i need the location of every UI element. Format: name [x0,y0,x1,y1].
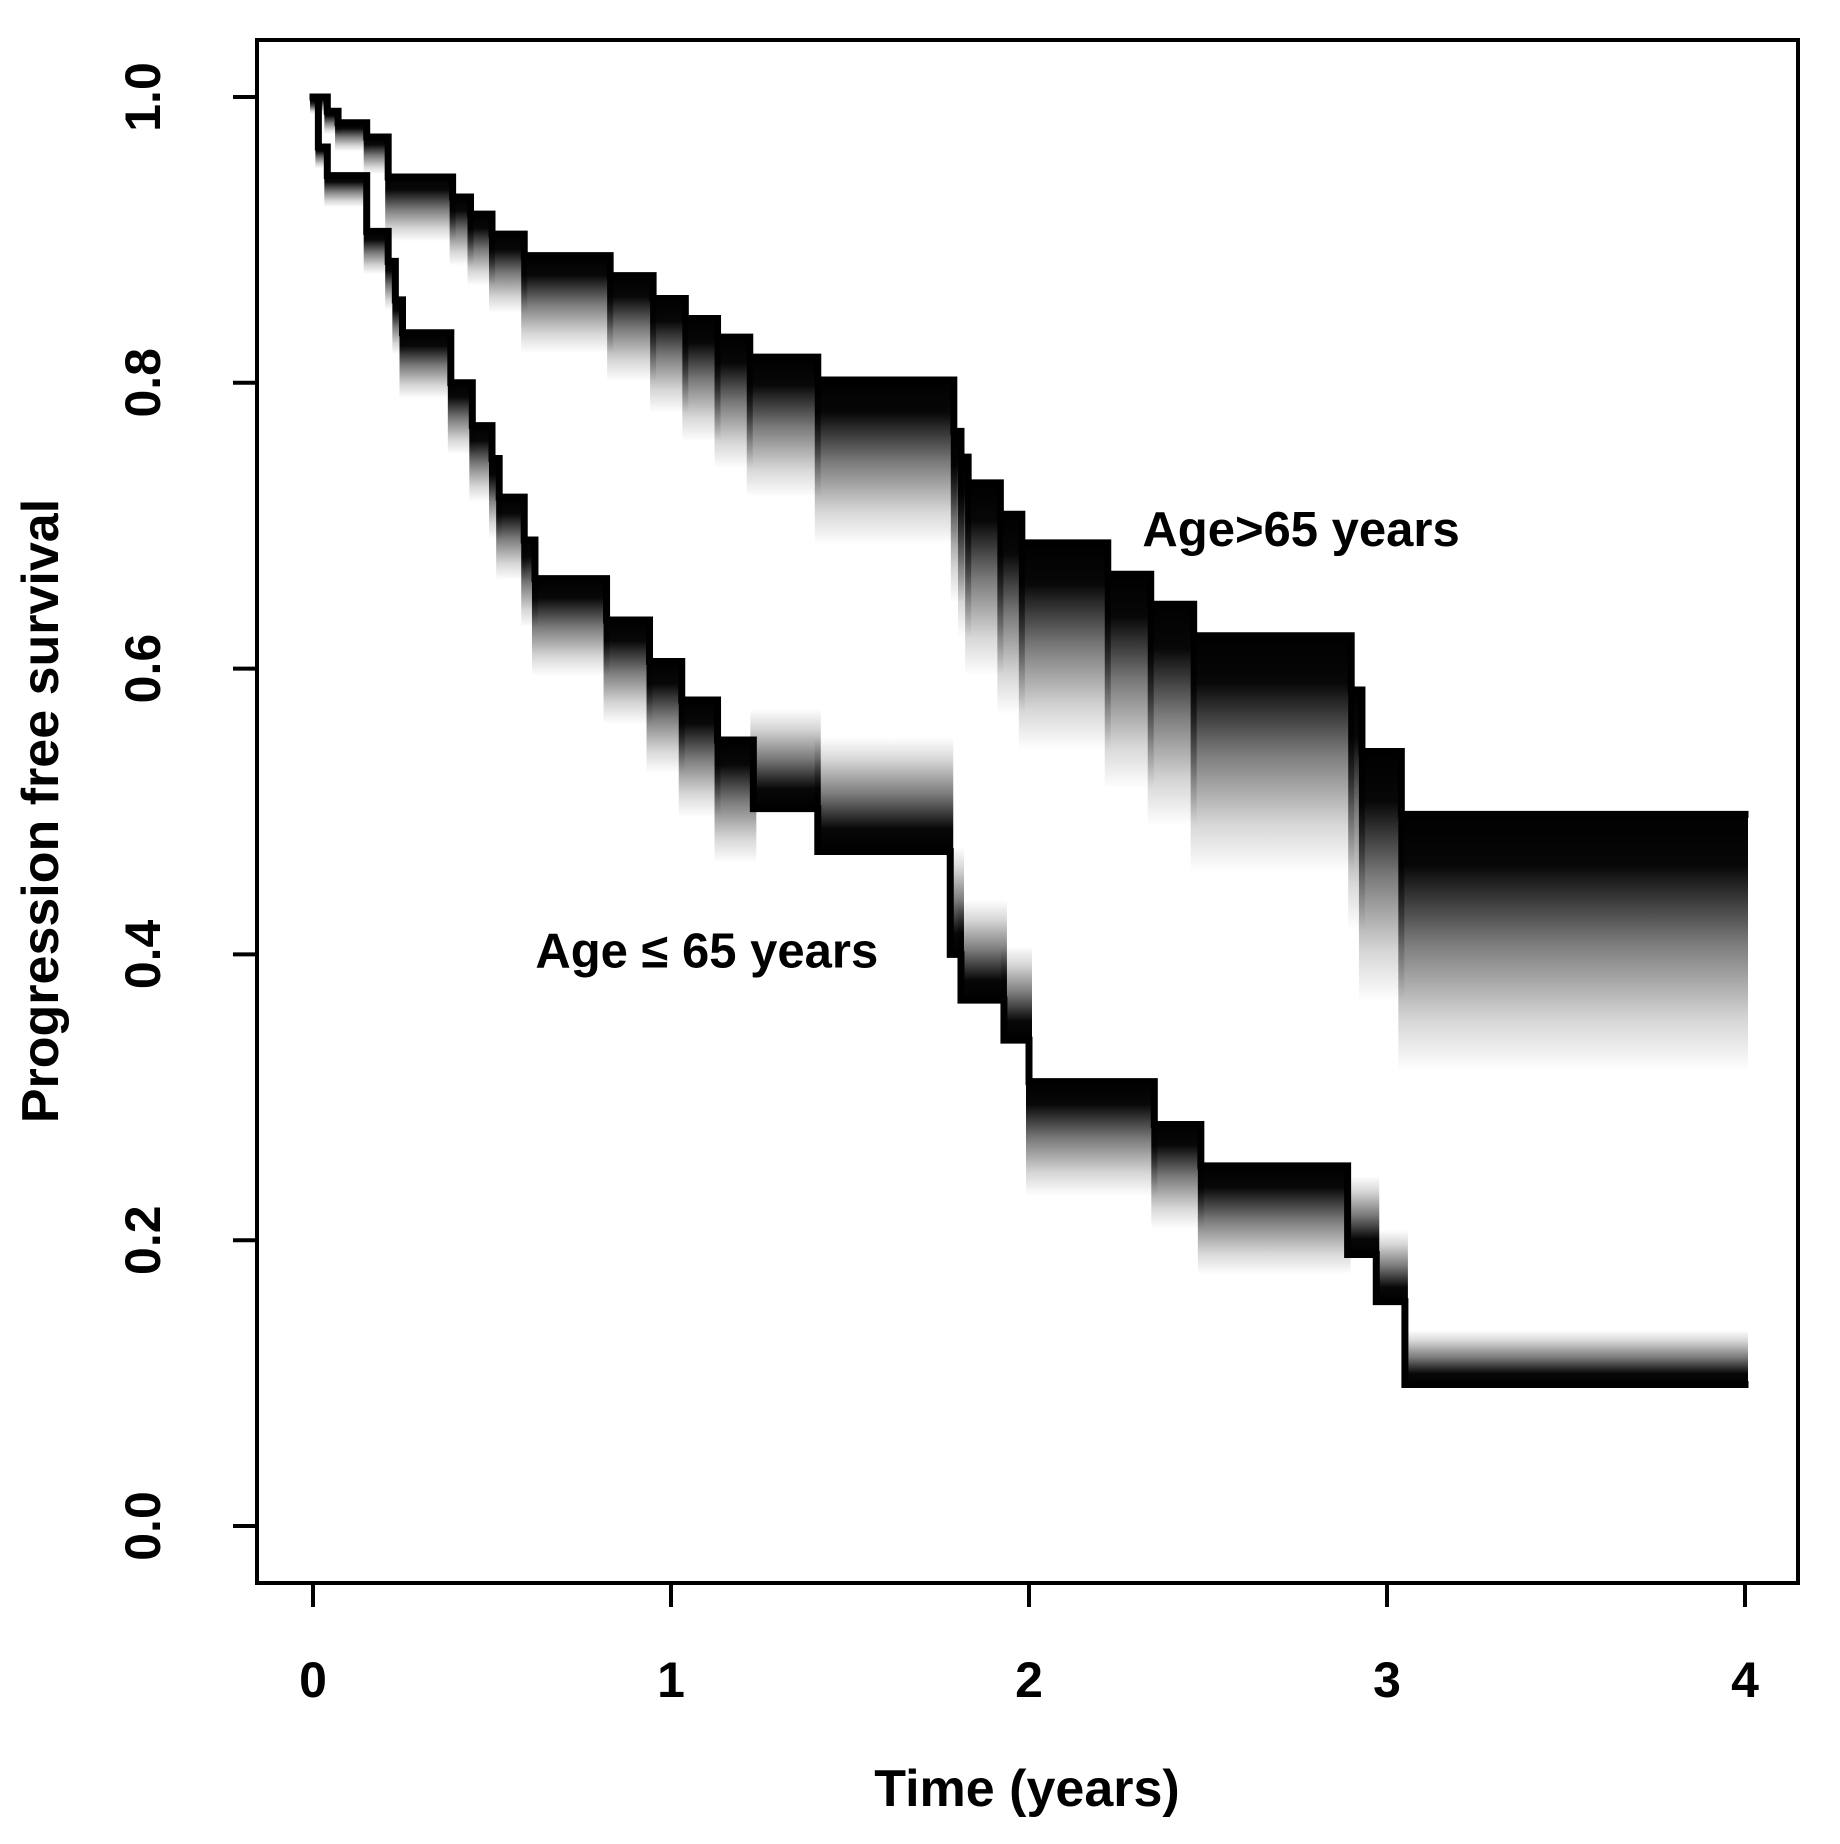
x-axis: 0 1 2 3 4 [299,1583,1759,1708]
confidence-band-segment [607,275,657,382]
y-tick-label: 1.0 [115,62,171,132]
x-tick-label: 1 [657,1652,685,1708]
confidence-band-segment [521,255,614,353]
confidence-band-segment [1104,574,1154,789]
confidence-band-segment [1018,542,1111,751]
confidence-bands-layer [310,97,1748,1385]
y-tick-label: 0.8 [115,348,171,418]
survival-curve-0 [309,93,1749,818]
confidence-band-segment [1151,1124,1204,1229]
confidence-band-segment [531,578,610,676]
confidence-band-segment [1401,1330,1748,1385]
series-label-1: Age ≤ 65 years [535,924,878,978]
y-tick-label: 0.4 [115,919,171,989]
series-label-0: Age>65 years [1142,503,1459,557]
y-tick-label: 0.0 [115,1491,171,1561]
confidence-band-segment [1190,635,1355,872]
confidence-band-segment [750,708,821,809]
confidence-band-segment [1398,814,1748,1072]
confidence-band-segment [385,177,456,242]
confidence-band-segment [714,740,757,863]
confidence-band-segment [324,175,370,208]
x-tick-label: 3 [1373,1652,1401,1708]
series-annotations-layer: Age>65 years Age ≤ 65 years [535,503,1459,979]
x-tick-label: 0 [299,1652,327,1708]
confidence-band-segment [399,332,454,399]
confidence-band-segment [1147,604,1197,826]
confidence-band-segment [957,900,1007,1001]
confidence-band-segment [1197,1165,1351,1275]
x-axis-title: Time (years) [874,1760,1179,1818]
confidence-band-segment [603,620,653,725]
y-axis-title: Progression free survival [12,499,70,1123]
confidence-band-segment [814,737,954,852]
x-tick-label: 4 [1731,1652,1759,1708]
confidence-band-segment [678,700,721,818]
survival-curve-1 [309,93,1749,1389]
confidence-band-segment [1026,1081,1158,1196]
confidence-band-segment [746,357,821,498]
y-axis: 0.0 0.2 0.4 0.6 0.8 1.0 [115,62,257,1561]
y-tick-label: 0.2 [115,1205,171,1275]
y-tick-label: 0.6 [115,634,171,704]
confidence-band-segment [814,379,957,545]
x-tick-label: 2 [1015,1652,1043,1708]
confidence-band-segment [1358,751,1405,1002]
survival-curves-layer [309,93,1749,1389]
